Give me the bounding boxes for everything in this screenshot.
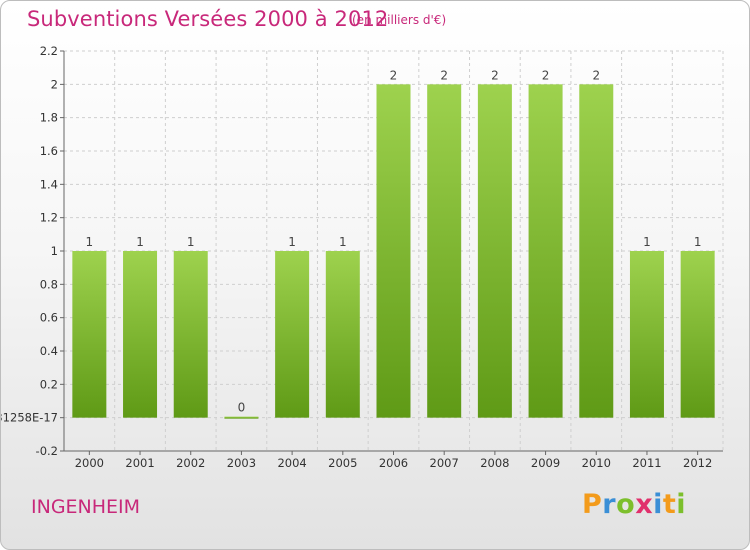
bar-value-label: 1 [288,235,296,249]
bar[interactable] [123,251,158,418]
bar[interactable] [325,251,360,418]
y-tick-label: 0.6 [40,311,58,325]
y-tick-label: 2.2 [40,44,58,58]
bar[interactable] [579,84,614,418]
bar-value-label: 1 [643,235,651,249]
x-tick-label: 2003 [227,456,256,470]
bar[interactable] [72,251,107,418]
x-tick-label: 2000 [75,456,104,470]
y-tick-label: 1.8 [40,111,58,125]
bar-value-label: 2 [491,68,499,82]
x-tick-label: 2011 [632,456,661,470]
bar-value-label: 1 [694,235,702,249]
logo-letter: r [602,489,617,520]
bar-value-label: 2 [542,68,550,82]
bar[interactable] [477,84,512,418]
bar[interactable] [275,251,310,418]
y-tick-label: 1.4 [40,177,58,191]
x-tick-label: 2010 [582,456,611,470]
place-name: INGENHEIM [31,496,141,518]
bar-value-label: 1 [136,235,144,249]
y-tick-label: 5.5511151231258E-17 [1,411,58,425]
x-tick-label: 2008 [480,456,509,470]
x-axis: 2000 2001 2002 2003 2004 2005 2006 2007 2008 2009… [64,450,723,470]
bars: 1 1 1 0 1 1 2 2 2 2 2 1 1 [72,68,715,419]
y-axis: -0.2 5.5511151231258E-17 0.2 0.4 0.6 0.8 1 1.2 1… [1,44,65,458]
y-tick-label: 0.8 [40,277,58,291]
x-tick-label: 2006 [379,456,408,470]
logo-letter: o [616,489,636,520]
bar[interactable] [376,84,411,418]
bar[interactable] [528,84,563,418]
bar[interactable] [224,416,259,419]
bar[interactable] [173,251,208,418]
bar-value-label: 1 [187,235,195,249]
x-tick-label: 2002 [176,456,205,470]
logo-letter: i [653,489,663,520]
x-tick-label: 2005 [328,456,357,470]
logo-letter: P [582,489,603,520]
logo-letter: i [676,489,687,520]
y-tick-label: 1.6 [40,144,58,158]
x-tick-label: 2012 [683,456,712,470]
y-tick-label: 0.2 [40,377,58,391]
logo-letter: t [662,489,677,520]
x-tick-label: 2009 [531,456,560,470]
bar-value-label: 0 [238,401,246,415]
bar-value-label: 2 [390,68,398,82]
y-tick-label: 1 [51,244,58,258]
bar[interactable] [629,251,664,418]
chart-title: Subventions Versées 2000 à 2012 [27,7,389,31]
x-tick-label: 2007 [430,456,459,470]
bar[interactable] [427,84,462,418]
x-tick-label: 2001 [125,456,154,470]
y-tick-label: 1.2 [40,211,58,225]
bar-value-label: 2 [592,68,600,82]
bar[interactable] [680,251,715,418]
bar-value-label: 1 [86,235,94,249]
bar-value-label: 2 [440,68,448,82]
y-tick-label: -0.2 [36,444,58,458]
logo-letter: x [635,489,654,520]
unit-note: (en milliers d'€) [352,13,447,27]
x-tick-label: 2004 [277,456,306,470]
bar-value-label: 1 [339,235,347,249]
proxiti-logo[interactable]: Proxiti [582,489,686,520]
y-tick-label: 2 [51,77,58,91]
y-tick-label: 0.4 [40,344,58,358]
